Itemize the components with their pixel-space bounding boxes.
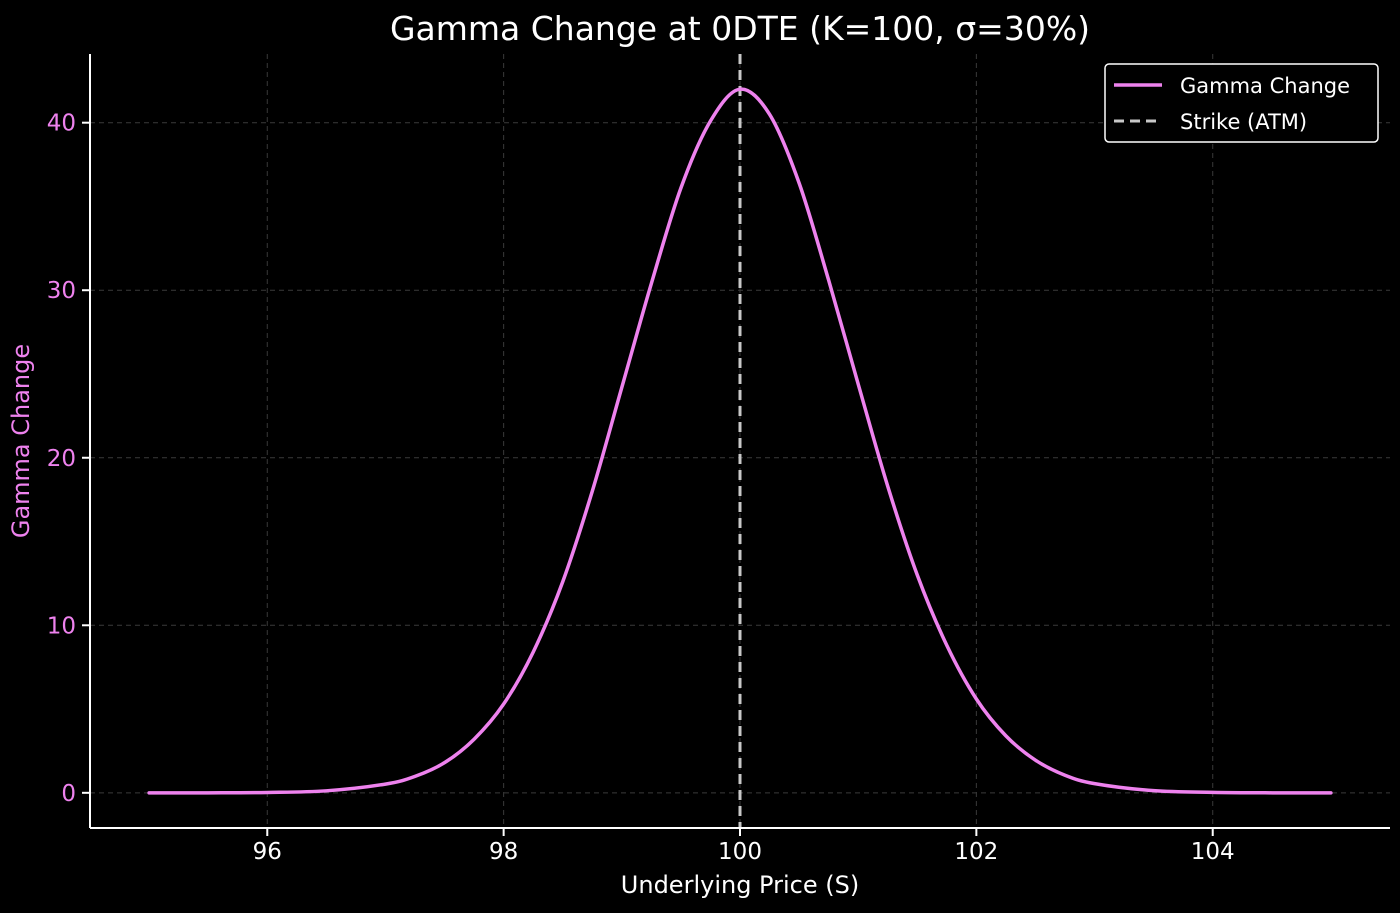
y-tick-label-0: 0 xyxy=(61,781,76,807)
y-tick-label-20: 20 xyxy=(47,446,76,472)
y-tick-label-40: 40 xyxy=(47,111,76,137)
legend-label-strike: Strike (ATM) xyxy=(1180,110,1307,134)
chart-title: Gamma Change at 0DTE (K=100, σ=30%) xyxy=(390,9,1090,48)
series-layer xyxy=(147,54,1333,828)
y-axis-label: Gamma Change xyxy=(7,344,35,538)
y-tick-label-30: 30 xyxy=(47,278,76,304)
x-tick-label-98: 98 xyxy=(489,839,518,865)
x-tick-label-104: 104 xyxy=(1191,839,1235,865)
legend: Gamma Change Strike (ATM) xyxy=(1104,63,1379,143)
x-axis-label: Underlying Price (S) xyxy=(621,871,859,899)
x-tick-labels: 96 98 100 102 104 xyxy=(253,828,1235,865)
y-tick-labels: 0 10 20 30 40 xyxy=(47,111,90,807)
x-tick-label-100: 100 xyxy=(718,839,762,865)
y-tick-label-10: 10 xyxy=(47,613,76,639)
legend-box xyxy=(1104,63,1379,143)
x-tick-label-102: 102 xyxy=(954,839,998,865)
x-tick-label-96: 96 xyxy=(253,839,282,865)
gamma-change-curve xyxy=(147,87,1333,795)
legend-label-gamma-change: Gamma Change xyxy=(1180,74,1350,98)
